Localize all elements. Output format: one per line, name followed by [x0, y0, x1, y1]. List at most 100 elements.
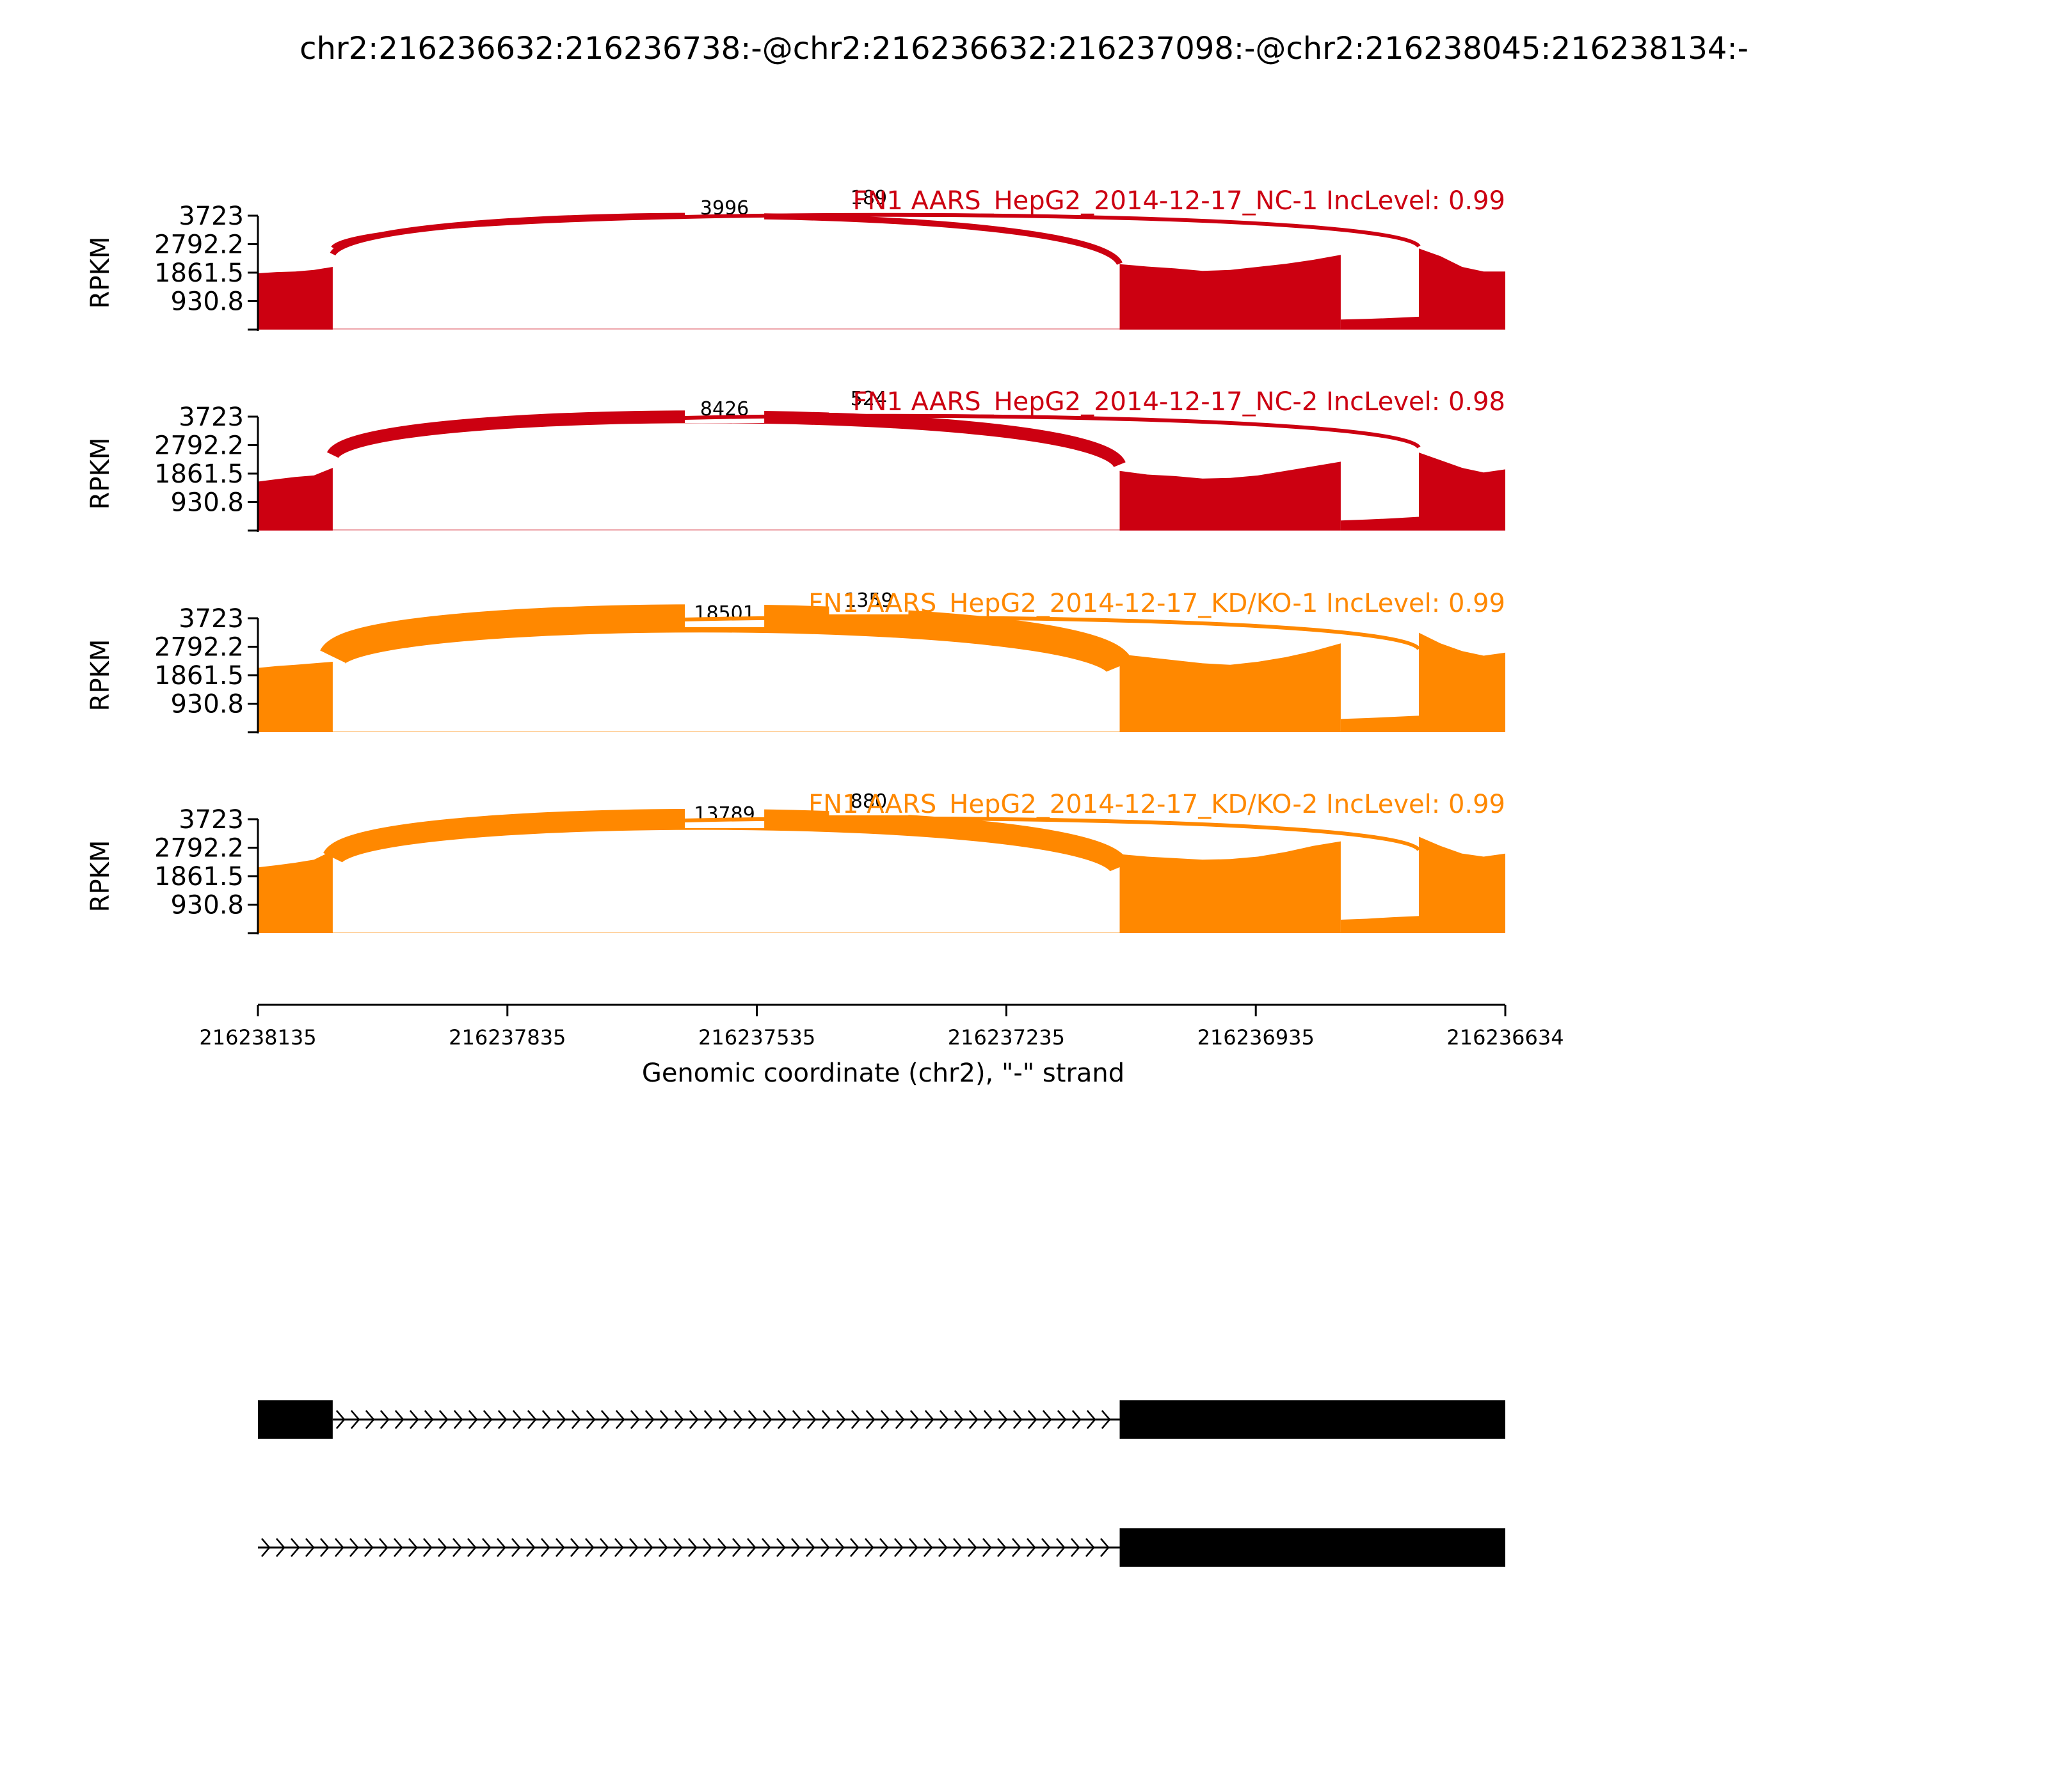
strand-arrow	[865, 1410, 876, 1429]
x-tick-label: 216237835	[449, 1025, 566, 1050]
strand-arrow	[541, 1538, 550, 1557]
strand-arrow	[570, 1538, 580, 1557]
x-tick-label: 216236634	[1446, 1025, 1564, 1050]
coverage-area	[258, 850, 333, 933]
strand-arrow	[1101, 1410, 1111, 1429]
strand-arrow	[335, 1538, 344, 1557]
strand-arrow	[541, 1410, 552, 1429]
strand-arrow	[674, 1410, 684, 1429]
transcript-2	[258, 1528, 1505, 1567]
junction-count-box	[829, 386, 909, 413]
track-label: FN1 AARS_HepG2_2014-12-17_NC-2 IncLevel:…	[852, 387, 1505, 417]
strand-arrow	[894, 1538, 904, 1557]
strand-arrow	[820, 1538, 830, 1557]
strand-arrow	[1071, 1538, 1080, 1557]
transcript-models	[258, 1400, 1505, 1567]
junction-count-box	[685, 600, 765, 627]
strand-arrow	[836, 1410, 846, 1429]
strand-arrow	[438, 1538, 447, 1557]
y-tick-label: 2792.2	[154, 431, 244, 461]
strand-arrow	[659, 1410, 669, 1429]
y-tick-label: 1861.5	[154, 862, 244, 892]
strand-arrow	[1027, 1410, 1037, 1429]
junction-count: 13789	[694, 803, 755, 826]
strand-arrow	[806, 1410, 817, 1429]
junction-count-box	[829, 588, 909, 614]
y-tick-label: 930.8	[170, 287, 244, 317]
x-tick-label: 216238135	[199, 1025, 316, 1050]
y-tick-label: 2792.2	[154, 230, 244, 260]
strand-arrow	[924, 1410, 934, 1429]
coverage-area	[1419, 248, 1505, 330]
figure-title: chr2:216236632:216236738:-@chr2:21623663…	[300, 31, 1748, 67]
y-tick-label: 3723	[179, 604, 244, 634]
strand-arrow	[748, 1410, 758, 1429]
strand-arrow	[512, 1410, 522, 1429]
y-axis-label: RPKM	[86, 639, 115, 712]
strand-arrow	[527, 1410, 537, 1429]
strand-arrow	[350, 1410, 360, 1429]
transcript-1	[258, 1400, 1505, 1439]
exon-block	[1119, 1528, 1505, 1567]
junction-arc	[331, 212, 1421, 250]
exon-block	[258, 1400, 333, 1439]
coverage-area	[1340, 716, 1419, 732]
junction-count: 18501	[694, 602, 755, 625]
strand-arrow	[939, 1410, 949, 1429]
coverage-area	[1340, 316, 1419, 330]
coverage-area	[1119, 841, 1341, 933]
strand-arrow	[629, 1538, 639, 1557]
junction-count: 1359	[844, 589, 893, 612]
strand-arrow	[305, 1538, 315, 1557]
strand-arrow	[953, 1538, 963, 1557]
strand-arrow	[615, 1410, 625, 1429]
x-tick-label: 216237235	[948, 1025, 1065, 1050]
y-tick-label: 2792.2	[154, 633, 244, 662]
strand-arrow	[703, 1538, 712, 1557]
junction-arc	[326, 410, 1126, 468]
strand-arrow	[380, 1410, 390, 1429]
coverage-area	[258, 267, 333, 330]
strand-arrow	[1057, 1410, 1067, 1429]
strand-arrow	[320, 1538, 330, 1557]
x-axis: 216238135 216237835 216237535 216237235 2162…	[199, 1004, 1564, 1050]
strand-arrow	[409, 1410, 419, 1429]
strand-arrow	[630, 1410, 640, 1429]
strand-arrow	[614, 1538, 624, 1557]
strand-arrow	[777, 1410, 787, 1429]
y-tick-label: 3723	[179, 805, 244, 835]
strand-arrow	[1027, 1538, 1036, 1557]
strand-arrow	[718, 1410, 728, 1429]
strand-arrow	[865, 1538, 874, 1557]
strand-arrow	[850, 1538, 860, 1557]
strand-arrow	[851, 1410, 861, 1429]
strand-arrow	[571, 1410, 581, 1429]
strand-arrow	[483, 1410, 493, 1429]
strand-arrow	[717, 1538, 727, 1557]
y-axis-label: RPKM	[86, 237, 115, 309]
strand-arrow	[895, 1410, 905, 1429]
coverage-area	[258, 662, 333, 732]
junction-count-box	[829, 185, 909, 212]
strand-arrow	[880, 1410, 890, 1429]
strand-arrow	[909, 1538, 918, 1557]
coverage-area	[1340, 916, 1419, 933]
strand-arrow	[968, 1538, 977, 1557]
exon-block	[1119, 1400, 1505, 1439]
coverage-area	[1340, 516, 1419, 531]
strand-arrow	[394, 1538, 403, 1557]
strand-arrow	[468, 1410, 478, 1429]
strand-arrow	[1086, 1410, 1096, 1429]
strand-arrow	[556, 1410, 566, 1429]
x-tick-label: 216237535	[698, 1025, 815, 1050]
y-axis-label: RPKM	[86, 438, 115, 510]
strand-arrow	[511, 1538, 521, 1557]
y-axis-label: RPKM	[86, 840, 115, 913]
strand-arrow	[1042, 1410, 1052, 1429]
strand-arrow	[408, 1538, 418, 1557]
strand-arrow	[703, 1410, 714, 1429]
